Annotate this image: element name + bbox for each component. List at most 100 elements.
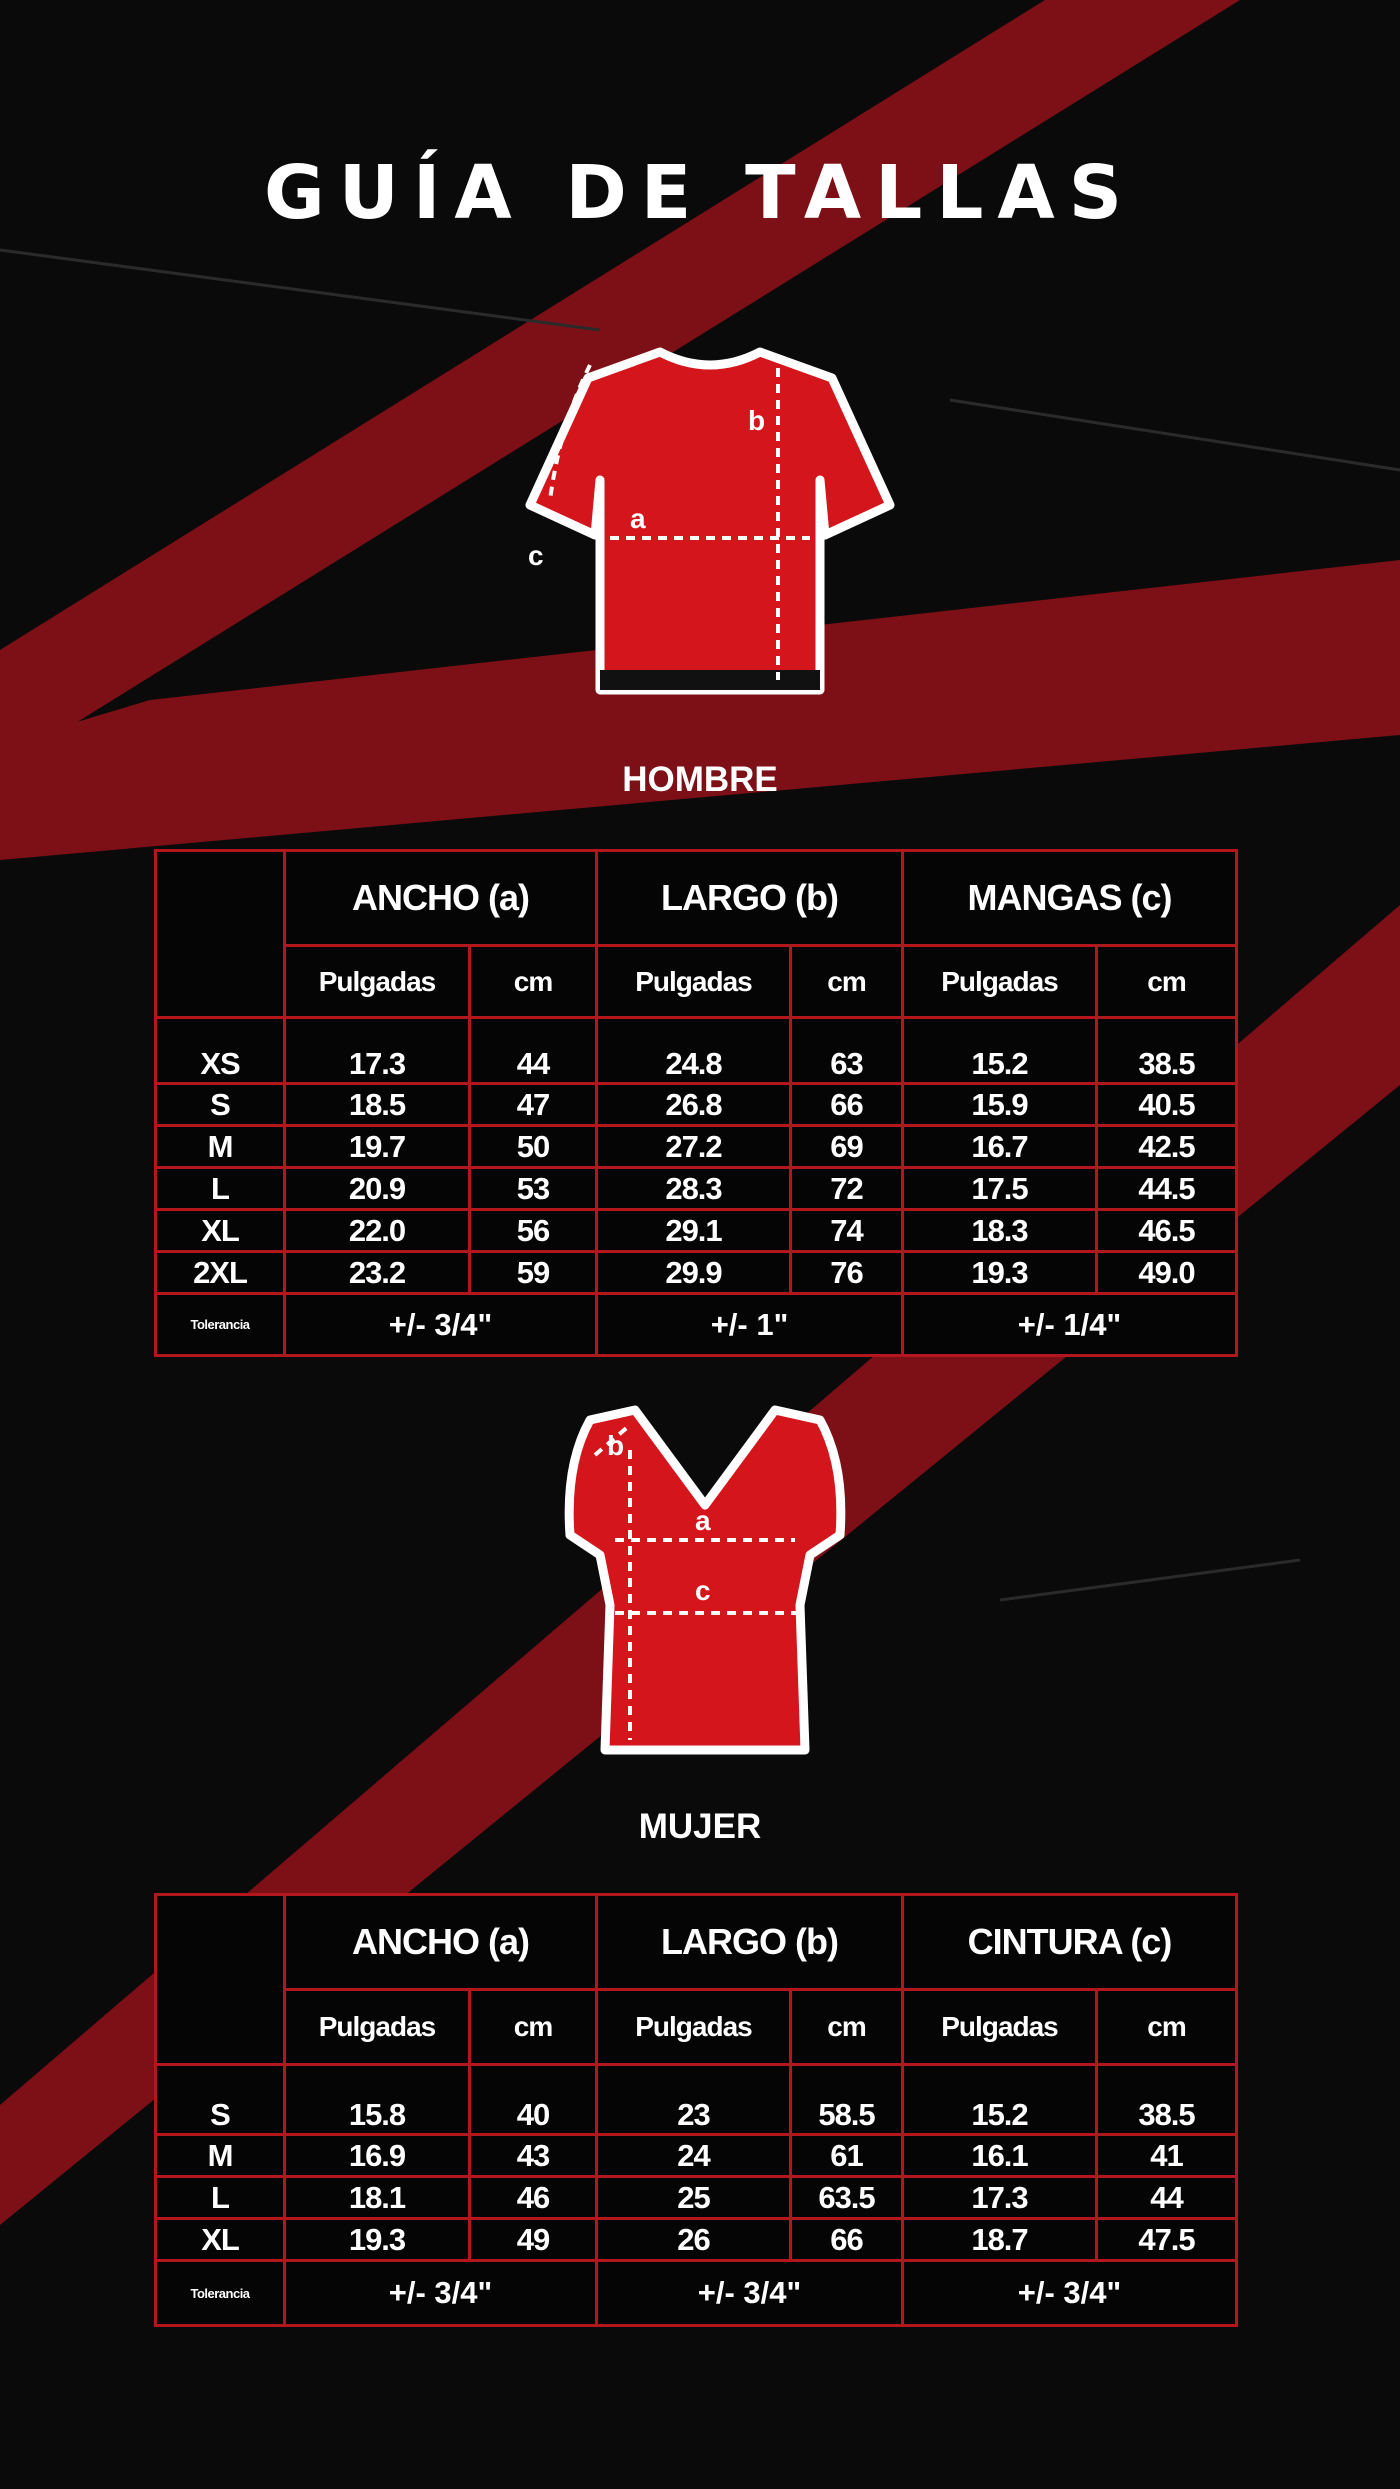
unit-header: cm	[789, 1988, 904, 2066]
women-shirt-diagram: a b c	[564, 1405, 846, 1755]
value-cell: 49.0	[1095, 1250, 1238, 1295]
women-size-table: ANCHO (a) LARGO (b) CINTURA (c) Pulgadas…	[154, 1893, 1238, 2327]
value-cell: 72	[789, 1166, 904, 1211]
value-cell: 26	[595, 2217, 792, 2262]
value-cell: 16.1	[901, 2133, 1098, 2178]
table-row: S 18.5 47 26.8 66 15.9 40.5	[154, 1082, 1238, 1127]
men-diagram-letter-c: c	[528, 540, 544, 571]
table-row: XL 19.3 49 26 66 18.7 47.5	[154, 2217, 1238, 2262]
group-header: ANCHO (a)	[283, 1893, 598, 1991]
tolerance-value: +/- 3/4"	[901, 2259, 1238, 2327]
unit-header: cm	[1095, 944, 1238, 1019]
table-row: XL 22.0 56 29.1 74 18.3 46.5	[154, 1208, 1238, 1253]
page-title: GUÍA DE TALLAS	[263, 150, 1136, 236]
tolerance-label: Tolerancia	[154, 2259, 286, 2327]
unit-header: Pulgadas	[595, 1988, 792, 2066]
women-diagram-letter-b: b	[607, 1430, 624, 1461]
value-cell: 15.9	[901, 1082, 1098, 1127]
value-cell: 18.7	[901, 2217, 1098, 2262]
value-cell: 20.9	[283, 1166, 471, 1211]
value-cell: 19.3	[901, 1250, 1098, 1295]
group-header: CINTURA (c)	[901, 1893, 1238, 1991]
size-cell: XS	[154, 1016, 286, 1085]
size-cell: L	[154, 1166, 286, 1211]
value-cell: 18.3	[901, 1208, 1098, 1253]
size-cell: 2XL	[154, 1250, 286, 1295]
unit-header: Pulgadas	[595, 944, 792, 1019]
value-cell: 29.1	[595, 1208, 792, 1253]
value-cell: 46	[468, 2175, 598, 2220]
value-cell: 74	[789, 1208, 904, 1253]
table-row: XS 17.3 44 24.8 63 15.2 38.5	[154, 1016, 1238, 1085]
value-cell: 18.1	[283, 2175, 471, 2220]
unit-header: Pulgadas	[283, 944, 471, 1019]
value-cell: 50	[468, 1124, 598, 1169]
men-section-label: HOMBRE	[622, 760, 778, 799]
table-row: L 20.9 53 28.3 72 17.5 44.5	[154, 1166, 1238, 1211]
tolerance-value: +/- 1/4"	[901, 1292, 1238, 1357]
value-cell: 43	[468, 2133, 598, 2178]
value-cell: 58.5	[789, 2063, 904, 2136]
men-size-table: ANCHO (a) LARGO (b) MANGAS (c) Pulgadas …	[154, 849, 1238, 1357]
value-cell: 63.5	[789, 2175, 904, 2220]
unit-header: Pulgadas	[901, 1988, 1098, 2066]
value-cell: 27.2	[595, 1124, 792, 1169]
value-cell: 56	[468, 1208, 598, 1253]
value-cell: 17.3	[283, 1016, 471, 1085]
value-cell: 63	[789, 1016, 904, 1085]
men-shirt-diagram: a b c	[525, 347, 895, 695]
size-cell: L	[154, 2175, 286, 2220]
value-cell: 23.2	[283, 1250, 471, 1295]
value-cell: 40	[468, 2063, 598, 2136]
value-cell: 59	[468, 1250, 598, 1295]
value-cell: 53	[468, 1166, 598, 1211]
scratch-texture	[0, 248, 1400, 2002]
group-header: MANGAS (c)	[901, 849, 1238, 947]
value-cell: 22.0	[283, 1208, 471, 1253]
women-diagram-letter-a: a	[695, 1505, 711, 1536]
value-cell: 44	[1095, 2175, 1238, 2220]
value-cell: 76	[789, 1250, 904, 1295]
value-cell: 38.5	[1095, 1016, 1238, 1085]
corner-cell	[154, 1893, 286, 2066]
value-cell: 41	[1095, 2133, 1238, 2178]
value-cell: 15.2	[901, 1016, 1098, 1085]
size-cell: M	[154, 1124, 286, 1169]
value-cell: 44.5	[1095, 1166, 1238, 1211]
unit-header: cm	[468, 944, 598, 1019]
table-row: S 15.8 40 23 58.5 15.2 38.5	[154, 2063, 1238, 2136]
tolerance-value: +/- 3/4"	[595, 2259, 904, 2327]
value-cell: 26.8	[595, 1082, 792, 1127]
value-cell: 19.7	[283, 1124, 471, 1169]
group-header: LARGO (b)	[595, 1893, 904, 1991]
value-cell: 66	[789, 2217, 904, 2262]
size-cell: XL	[154, 1208, 286, 1253]
women-diagram-letter-c: c	[695, 1575, 711, 1606]
value-cell: 38.5	[1095, 2063, 1238, 2136]
table-row: L 18.1 46 25 63.5 17.3 44	[154, 2175, 1238, 2220]
corner-cell	[154, 849, 286, 1019]
value-cell: 42.5	[1095, 1124, 1238, 1169]
value-cell: 25	[595, 2175, 792, 2220]
value-cell: 15.2	[901, 2063, 1098, 2136]
group-header: ANCHO (a)	[283, 849, 598, 947]
value-cell: 29.9	[595, 1250, 792, 1295]
value-cell: 28.3	[595, 1166, 792, 1211]
tolerance-label: Tolerancia	[154, 1292, 286, 1357]
unit-header: Pulgadas	[901, 944, 1098, 1019]
value-cell: 47	[468, 1082, 598, 1127]
value-cell: 47.5	[1095, 2217, 1238, 2262]
value-cell: 19.3	[283, 2217, 471, 2262]
brush-stroke	[0, 560, 1400, 860]
unit-header: cm	[1095, 1988, 1238, 2066]
size-cell: S	[154, 1082, 286, 1127]
unit-header: cm	[789, 944, 904, 1019]
table-row: 2XL 23.2 59 29.9 76 19.3 49.0	[154, 1250, 1238, 1295]
value-cell: 17.3	[901, 2175, 1098, 2220]
table-row: M 19.7 50 27.2 69 16.7 42.5	[154, 1124, 1238, 1169]
men-diagram-letter-b: b	[748, 405, 765, 436]
value-cell: 69	[789, 1124, 904, 1169]
size-cell: S	[154, 2063, 286, 2136]
tolerance-value: +/- 3/4"	[283, 2259, 598, 2327]
value-cell: 15.8	[283, 2063, 471, 2136]
